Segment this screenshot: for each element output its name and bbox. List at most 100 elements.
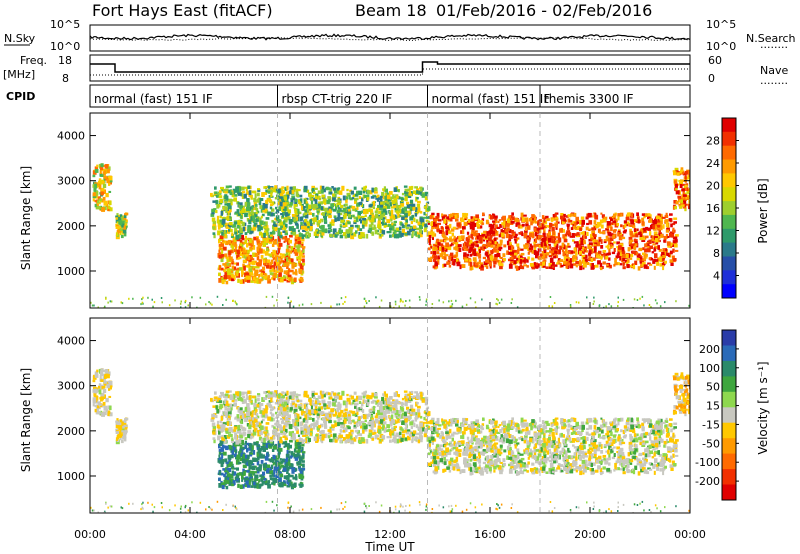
velocity-cell [266, 482, 270, 486]
velocity-cell [265, 478, 268, 484]
power-cell [477, 217, 480, 220]
velocity-cell [96, 407, 99, 412]
power-cell [262, 207, 265, 213]
velocity-cell [287, 479, 292, 483]
power-cell [305, 213, 309, 219]
velocity-cell [238, 472, 242, 476]
power-cell [546, 218, 550, 221]
power-cell [567, 218, 571, 223]
power-cell [451, 305, 453, 308]
power-cell [587, 245, 591, 249]
power-cell [259, 269, 262, 273]
power-cell [641, 295, 644, 298]
power-cell [233, 262, 237, 265]
power-cell [288, 252, 291, 257]
power-cell [293, 249, 298, 253]
power-cell [593, 296, 595, 299]
velocity-cell [241, 479, 244, 482]
power-cell [475, 240, 479, 244]
power-cell [653, 265, 656, 270]
power-cell [613, 213, 617, 218]
power-cell [348, 206, 351, 212]
power-cell [368, 300, 370, 302]
power-cell [590, 257, 593, 263]
velocity-cell [98, 389, 102, 395]
power-cell [614, 257, 617, 262]
velocity-cell [277, 402, 281, 406]
power-cell [667, 223, 670, 228]
velocity-cell [239, 437, 243, 440]
power-cell [394, 220, 397, 224]
power-cell [344, 234, 348, 239]
velocity-cell [107, 412, 110, 417]
power-cell [234, 272, 237, 276]
velocity-cell [106, 374, 110, 379]
power-cell [331, 223, 335, 226]
power-cell [402, 300, 404, 303]
power-cell [265, 186, 268, 189]
power-cell [321, 212, 325, 216]
power-cell [336, 303, 338, 306]
power-cell [449, 244, 453, 247]
power-cell [643, 304, 645, 307]
power-cell [384, 188, 388, 193]
power-cell [372, 200, 375, 206]
power-cell [228, 185, 232, 188]
power-cell [234, 300, 236, 303]
power-cell [537, 220, 541, 225]
power-cell [627, 247, 631, 252]
power-cell [239, 244, 242, 249]
power-cell [586, 231, 589, 236]
power-cell [482, 244, 486, 248]
power-cell [626, 212, 630, 217]
power-cell [260, 208, 263, 213]
power-cell [248, 211, 252, 215]
velocity-cell [119, 433, 124, 436]
power-cell [569, 219, 573, 223]
power-cell [537, 230, 541, 234]
power-cell [579, 237, 584, 240]
power-cell [115, 232, 118, 236]
power-cell [354, 193, 358, 197]
power-cell [220, 275, 223, 279]
power-cell [105, 296, 107, 299]
velocity-cell [99, 410, 103, 415]
power-cell [108, 190, 112, 193]
power-cell [105, 176, 109, 181]
power-cell [567, 225, 570, 230]
power-cell [504, 228, 509, 233]
power-cell [595, 224, 600, 228]
power-cell [521, 217, 526, 223]
power-cell [230, 249, 234, 254]
power-cell [499, 266, 503, 270]
velocity-cell [234, 451, 237, 455]
velocity-cell [278, 477, 282, 483]
power-cell [540, 241, 543, 247]
power-cell [281, 214, 285, 218]
power-cell [344, 203, 348, 207]
power-cell [607, 252, 611, 256]
power-cell [320, 301, 322, 304]
power-cell [483, 230, 487, 234]
velocity-cell [108, 387, 111, 391]
power-cell [548, 243, 551, 247]
power-cell [632, 264, 636, 270]
power-cell [497, 299, 499, 302]
power-cell [582, 258, 585, 264]
power-cell [659, 305, 662, 308]
power-cell [228, 250, 232, 255]
power-cell [225, 209, 228, 213]
power-cell [674, 183, 678, 188]
power-cell [389, 229, 392, 234]
power-cell [409, 206, 413, 210]
power-cell [272, 225, 275, 230]
power-cell [563, 218, 567, 222]
power-cell [272, 254, 275, 258]
power-cell [527, 251, 530, 255]
power-cell [98, 184, 102, 190]
power-cell [322, 199, 326, 204]
power-cell [254, 213, 258, 218]
velocity-cell [304, 402, 309, 405]
power-cell [258, 240, 261, 243]
velocity-cell [258, 464, 263, 468]
